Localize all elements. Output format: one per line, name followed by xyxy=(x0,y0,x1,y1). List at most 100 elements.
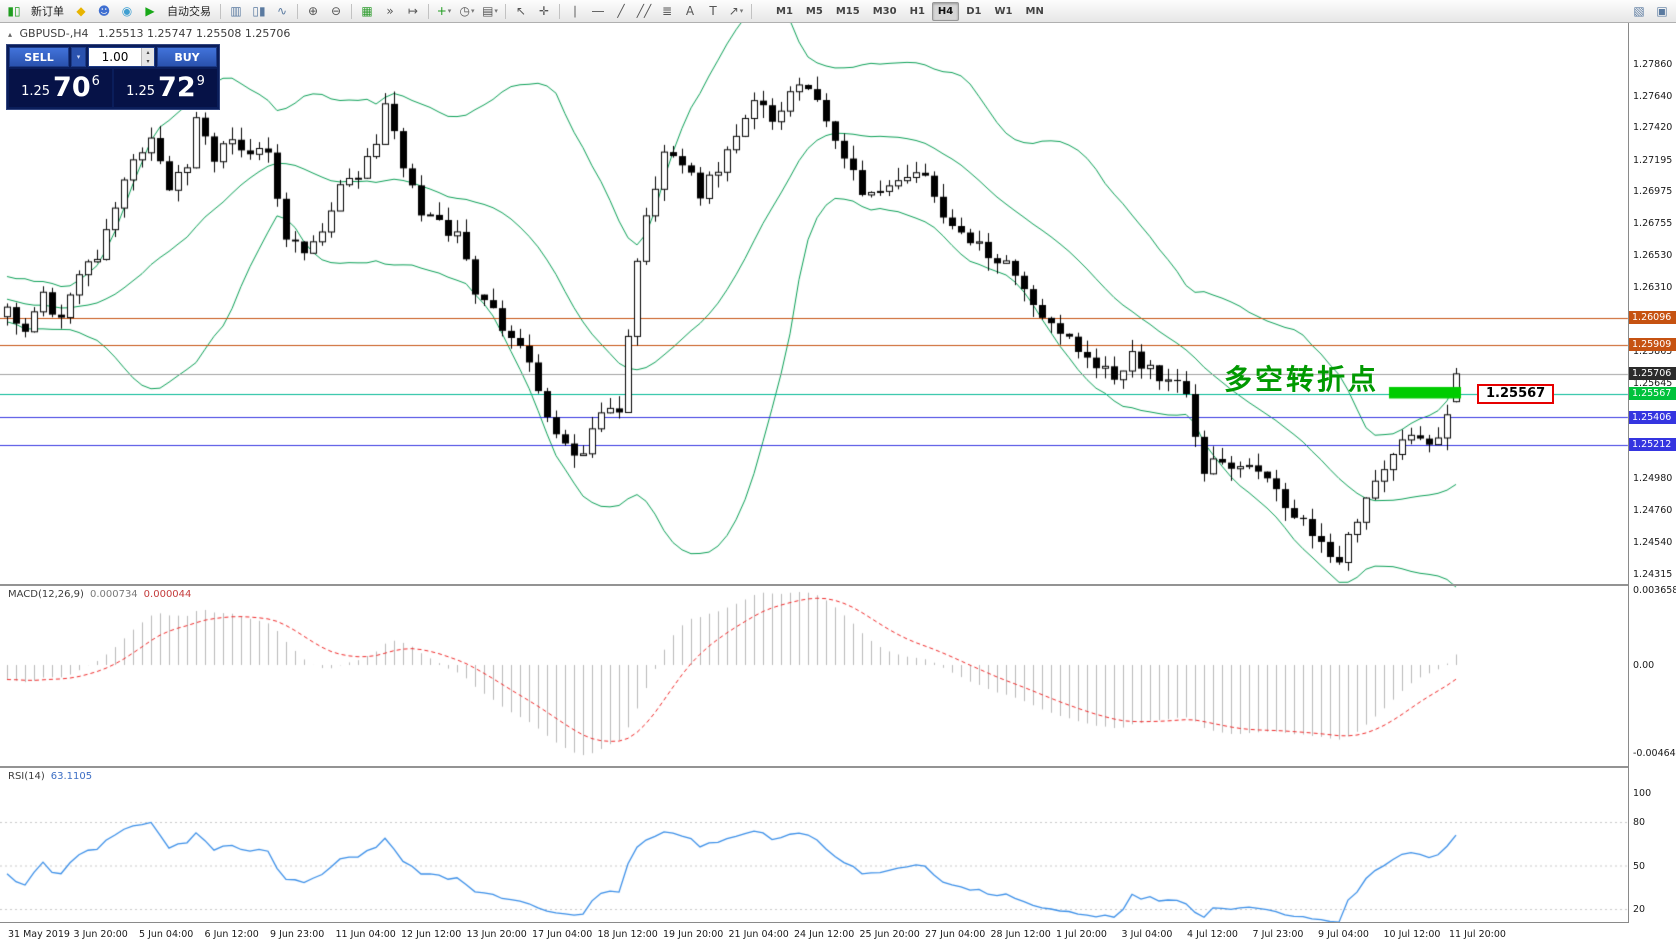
timeframe-m15[interactable]: M15 xyxy=(835,5,860,17)
time-label: 19 Jun 20:00 xyxy=(663,929,724,940)
price-tick: 1.24980 xyxy=(1633,473,1673,485)
metaquotes-icon[interactable]: ◆ xyxy=(76,4,86,18)
rsi-scale-label: 20 xyxy=(1633,904,1646,915)
rsi-indicator-label: RSI(14) 63.1105 xyxy=(8,771,93,782)
vertical-line-icon[interactable]: ∣ xyxy=(572,4,578,18)
ohlc-values: 1.25513 1.25747 1.25508 1.25706 xyxy=(97,27,291,40)
tile-windows-icon[interactable]: ▦ xyxy=(361,4,373,18)
price-tick: 1.26530 xyxy=(1633,250,1673,262)
time-label: 21 Jun 04:00 xyxy=(728,929,789,940)
timeframe-m30[interactable]: M30 xyxy=(872,5,897,17)
lot-decrease-icon[interactable]: ▾ xyxy=(146,58,150,65)
toolbar-separator xyxy=(559,3,560,19)
time-label: 9 Jun 23:00 xyxy=(270,929,325,940)
chart-shift-icon[interactable]: ↦ xyxy=(407,4,419,18)
time-label: 3 Jul 04:00 xyxy=(1121,929,1173,940)
toolbar-separator xyxy=(751,3,752,19)
window-arrange-icon[interactable]: ▣ xyxy=(1656,4,1668,18)
price-tick: 1.25865 xyxy=(1633,346,1673,357)
timeframe-h1[interactable]: H1 xyxy=(909,5,925,17)
macd-indicator-label: MACD(12,26,9) 0.000734 0.000044 xyxy=(8,589,192,600)
time-label: 31 May 2019 xyxy=(8,929,70,940)
lot-field: ▴ ▾ xyxy=(88,47,155,67)
price-level-label: 1.25212 xyxy=(1629,438,1676,452)
new-order-button[interactable]: 新订单 xyxy=(31,5,64,18)
time-label: 1 Jul 20:00 xyxy=(1056,929,1107,940)
price-tick: 1.27860 xyxy=(1633,59,1673,70)
bull-bear-turning-point-annotation: 多空转折点 xyxy=(1223,363,1379,397)
line-chart-icon[interactable]: ∿ xyxy=(276,4,288,18)
auto-scroll-icon[interactable]: » xyxy=(386,4,394,18)
timeframe-m5[interactable]: M5 xyxy=(805,5,823,17)
lot-input[interactable] xyxy=(89,48,141,66)
price-tick: 1.24540 xyxy=(1633,536,1673,548)
time-label: 5 Jun 04:00 xyxy=(139,929,194,940)
timeframe-mn[interactable]: MN xyxy=(1025,5,1044,17)
fibonacci-icon[interactable]: ≣ xyxy=(661,4,673,18)
time-label: 25 Jun 20:00 xyxy=(859,929,920,940)
new-order-candle-icon[interactable]: ▮▯ xyxy=(7,4,21,18)
timeframe-m1[interactable]: M1 xyxy=(776,5,793,17)
channel-icon[interactable]: ╱╱ xyxy=(636,4,652,18)
time-label: 6 Jun 12:00 xyxy=(204,929,259,940)
time-axis[interactable]: 31 May 2019 3 Jun 20:00 5 Jun 04:00 6 Jun 1… xyxy=(0,922,1629,947)
bar-chart-icon[interactable]: ▥ xyxy=(230,4,242,18)
buy-button[interactable]: BUY xyxy=(157,47,217,67)
text-icon[interactable]: A xyxy=(685,4,695,18)
rsi-panel-splitter[interactable] xyxy=(0,766,1629,768)
macd-scale-label: 0.00 xyxy=(1633,660,1655,671)
price-tick: 1.27640 xyxy=(1633,90,1673,102)
time-label: 7 Jul 23:00 xyxy=(1252,929,1304,940)
time-label: 28 Jun 12:00 xyxy=(990,929,1051,940)
toolbar-separator xyxy=(505,3,506,19)
label-icon[interactable]: T xyxy=(709,4,717,18)
price-tick: 1.26310 xyxy=(1633,281,1673,293)
time-label: 24 Jun 12:00 xyxy=(794,929,855,940)
main-toolbar: ▮▯ 新订单 ◆ ☻ ◉ ▶ 自动交易 ▥ ▯▮ ∿ ⊕ ⊖ ▦» ↦ + ▾ ◷ ▾ ▤ ▾ ↖ ✛ ∣ ― ╱ ╱╱ ≣ A T ↗ ▾… xyxy=(0,0,1676,23)
timeframe-w1[interactable]: W1 xyxy=(994,5,1013,17)
timeframe-d1[interactable]: D1 xyxy=(966,5,982,17)
sell-price[interactable]: 1.25 70 6 xyxy=(9,69,112,107)
one-click-toggle-icon[interactable]: ▴ xyxy=(8,30,13,39)
sell-button[interactable]: SELL xyxy=(9,47,69,67)
price-level-label: 1.25567 xyxy=(1629,387,1676,401)
lot-spinner: ▴ ▾ xyxy=(141,48,154,66)
candlestick-chart-icon[interactable]: ▯▮ xyxy=(252,4,266,18)
zoom-in-icon[interactable]: ⊕ xyxy=(307,4,319,18)
price-tick: 1.24315 xyxy=(1633,569,1673,580)
autotrading-button[interactable]: 自动交易 xyxy=(167,5,211,18)
profile-icon[interactable]: ☻ xyxy=(97,4,111,18)
indicators-icon[interactable]: + ▾ xyxy=(436,4,452,18)
buy-price[interactable]: 1.25 72 9 xyxy=(114,69,217,107)
templates-icon[interactable]: ▤ ▾ xyxy=(482,4,498,18)
chart-symbol-label: ▴ GBPUSD-,H4 1.25513 1.25747 1.25508 1.2… xyxy=(8,27,290,40)
price-level-label: 1.26096 xyxy=(1629,311,1676,325)
macd-panel-splitter[interactable] xyxy=(0,584,1629,586)
chevron-down-icon[interactable]: ▾ xyxy=(71,47,86,67)
rsi-scale-label: 80 xyxy=(1633,817,1646,828)
price-tick: 1.27420 xyxy=(1633,122,1673,134)
price-level-label: 1.25706 xyxy=(1629,367,1676,381)
price-level-label: 1.25406 xyxy=(1629,410,1676,424)
periods-icon[interactable]: ◷ ▾ xyxy=(459,4,475,18)
time-label: 9 Jul 04:00 xyxy=(1318,929,1369,940)
new-chart-icon[interactable]: ▧ xyxy=(1633,4,1645,18)
time-label: 13 Jun 20:00 xyxy=(466,929,527,940)
price-scale[interactable]: 1.27860 1.27640 1.27420 1.27195 1.26975 1.267… xyxy=(1628,22,1676,947)
zoom-out-icon[interactable]: ⊖ xyxy=(330,4,342,18)
price-level-tag: 1.25567 xyxy=(1477,383,1555,404)
autotrading-play-icon[interactable]: ▶ xyxy=(145,4,155,18)
trendline-icon[interactable]: ╱ xyxy=(617,4,625,18)
timeframe-group: M1 M5 M15 M30 H1 H4 D1 W1 MN xyxy=(770,1,1050,21)
rsi-scale-label: 100 xyxy=(1633,788,1652,799)
cursor-icon[interactable]: ↖ xyxy=(515,4,527,18)
macd-scale-label: -0.004645 xyxy=(1633,748,1676,759)
lot-increase-icon[interactable]: ▴ xyxy=(146,49,150,56)
data-window-icon[interactable]: ◉ xyxy=(121,4,133,18)
arrows-icon[interactable]: ↗ ▾ xyxy=(728,4,744,18)
crosshair-icon[interactable]: ✛ xyxy=(538,4,550,18)
timeframe-h4[interactable]: H4 xyxy=(931,1,960,21)
horizontal-line-icon[interactable]: ― xyxy=(592,4,604,18)
